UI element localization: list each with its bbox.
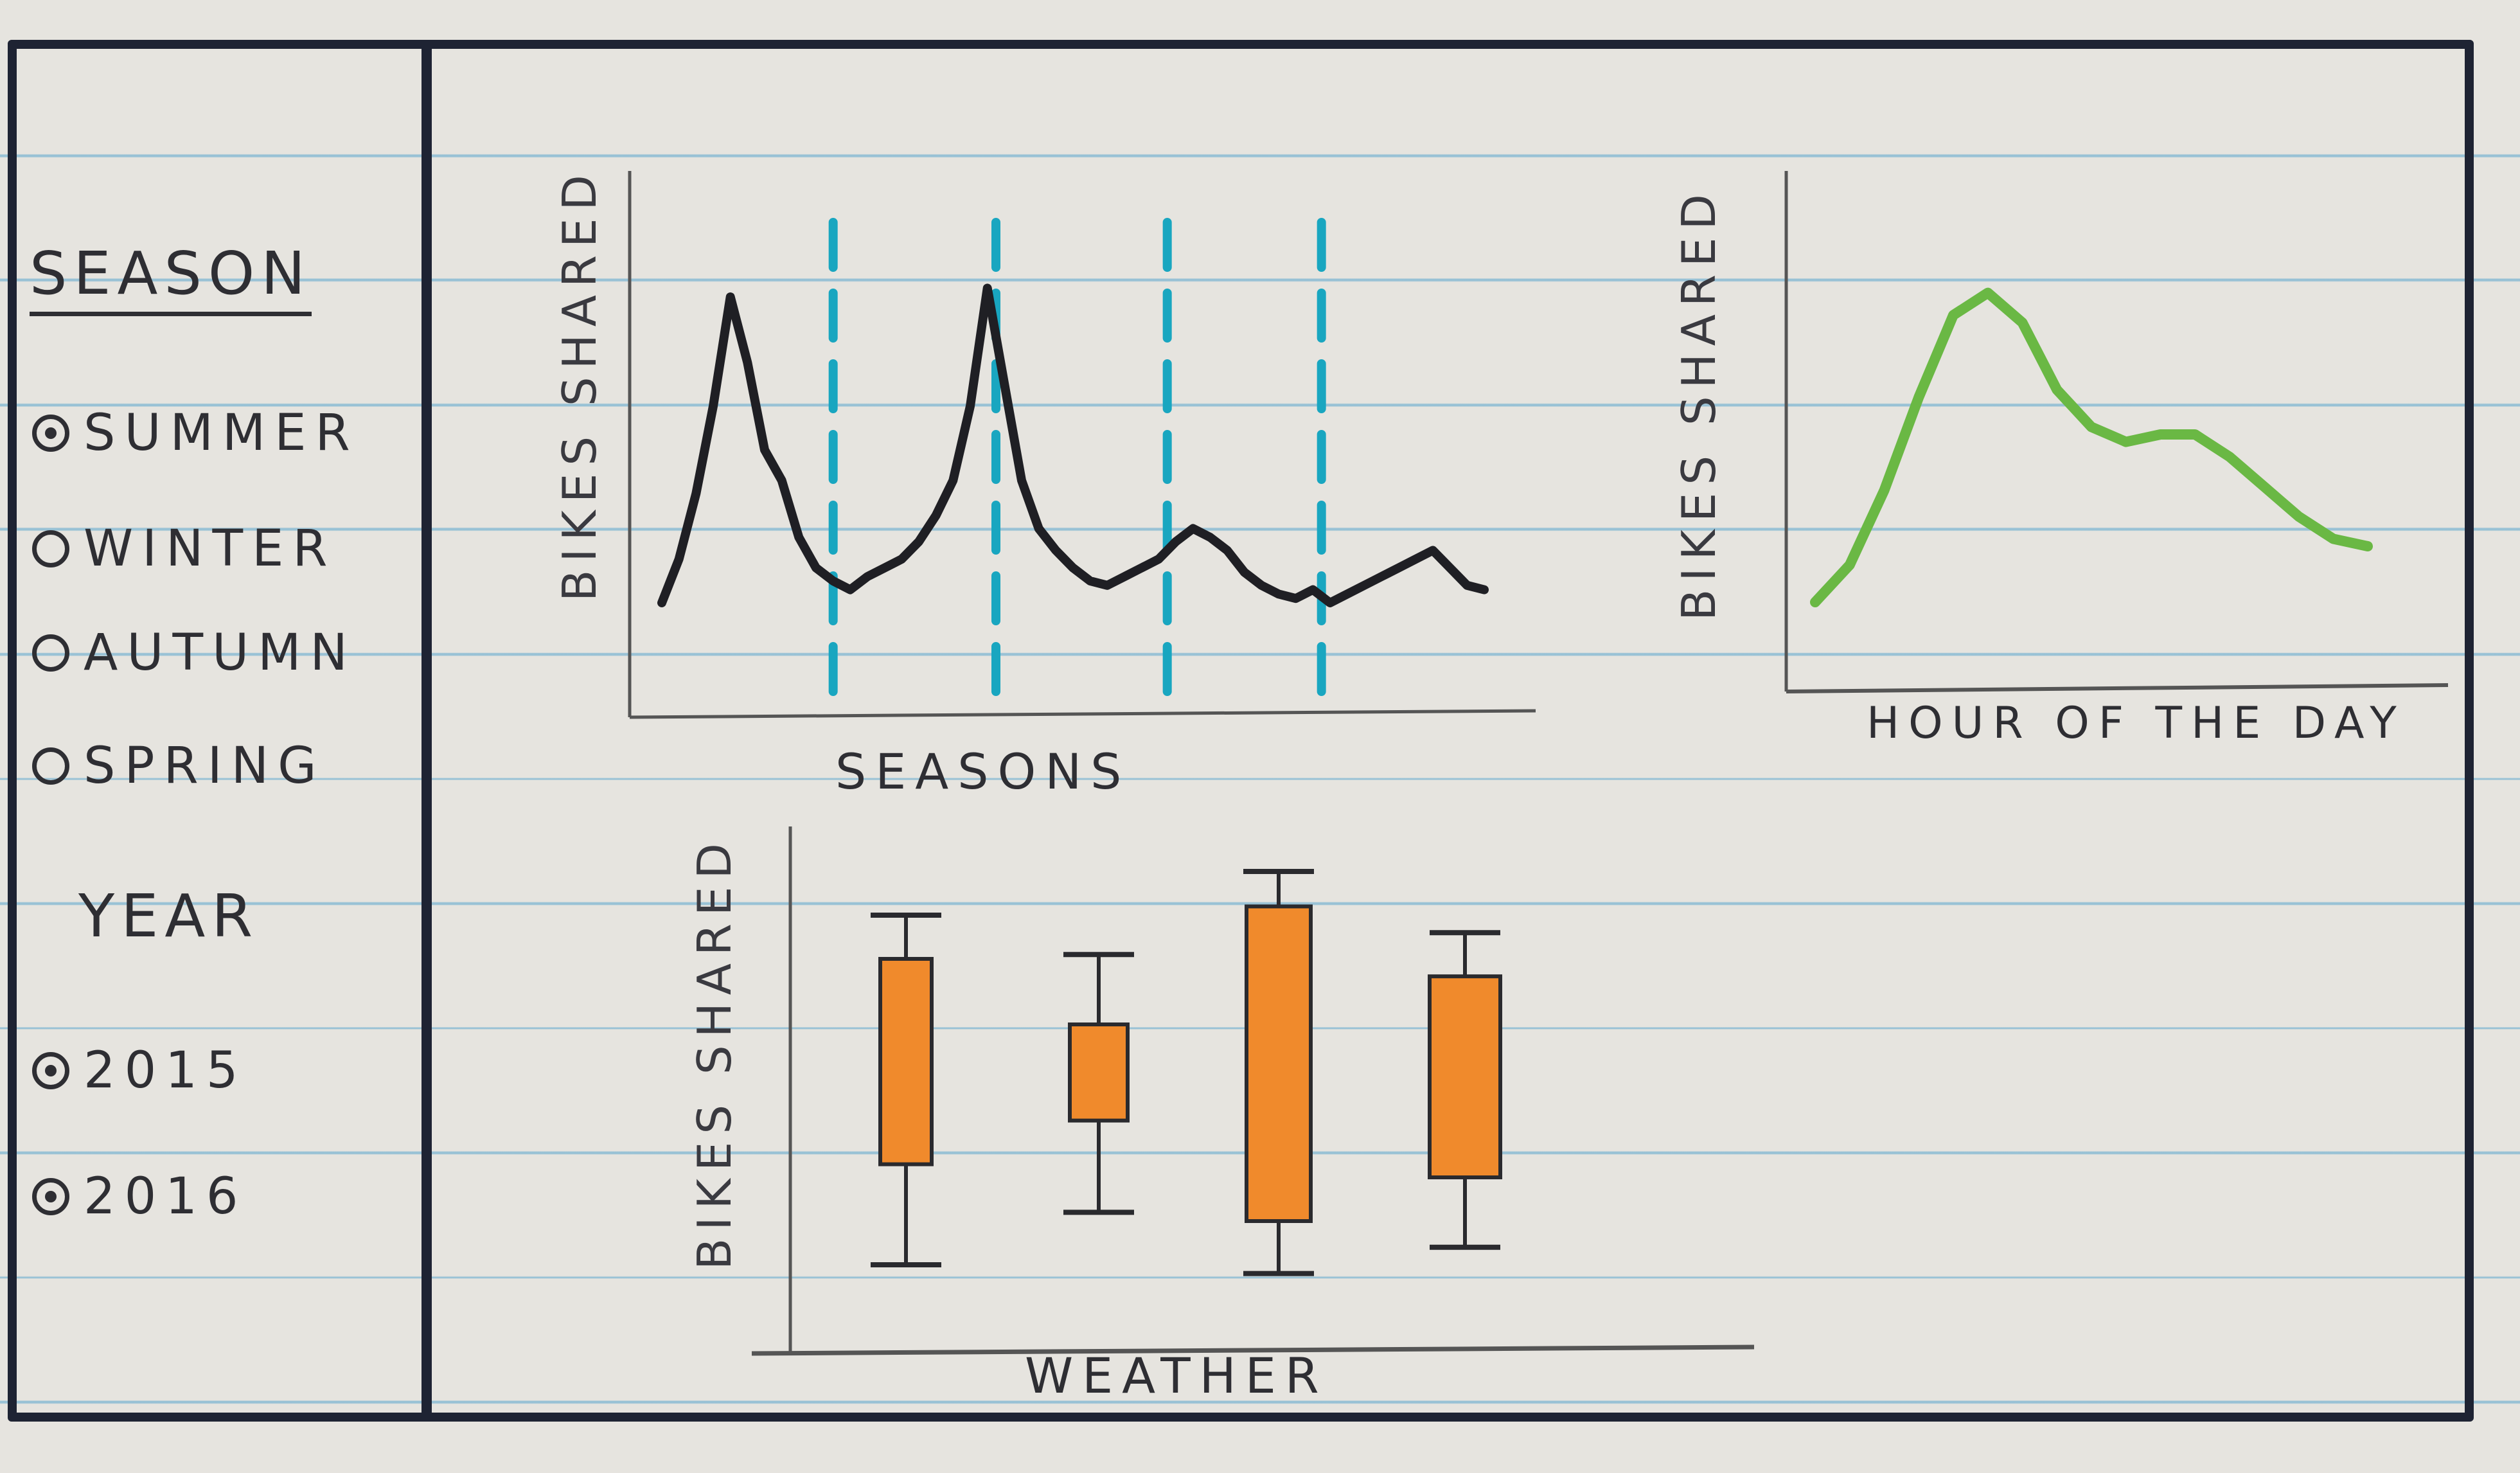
weather-box-2	[1243, 869, 1314, 1276]
weather-chart-x-label: WEATHER	[1025, 1347, 1328, 1404]
weather-box-chart	[751, 826, 1755, 1356]
bikes-by-season-line	[657, 283, 1489, 607]
box-iqr	[1245, 904, 1313, 1224]
year-option-2015[interactable]: 2015	[32, 1032, 247, 1109]
filter-sidebar: SEASON SUMMER WINTER AUTUMN SPRING YEAR …	[17, 49, 432, 1413]
weather-chart-y-label: BIKES SHARED	[688, 835, 741, 1270]
weather-box-3	[1428, 930, 1502, 1250]
radio-selected-dot	[45, 1065, 57, 1076]
box-iqr	[1428, 974, 1502, 1179]
hour-line-chart	[1784, 171, 2449, 693]
weather-box-1	[1063, 952, 1134, 1215]
box-iqr	[878, 957, 934, 1166]
year-option-label: 2016	[84, 1168, 247, 1226]
year-filter-title: YEAR	[78, 882, 260, 951]
season-option-summer[interactable]: SUMMER	[32, 395, 359, 472]
seasons-chart-x-label: SEASONS	[835, 743, 1131, 800]
app-window-frame	[8, 40, 2474, 1422]
radio-selected-dot	[45, 427, 57, 439]
season-filter-title: SEASON	[30, 239, 312, 316]
season-option-label: SUMMER	[84, 404, 359, 462]
year-option-2016[interactable]: 2016	[32, 1158, 247, 1235]
season-option-winter[interactable]: WINTER	[32, 510, 337, 587]
season-option-label: SPRING	[84, 737, 326, 795]
x-axis-line	[629, 709, 1536, 719]
radio-selected-dot	[45, 1191, 57, 1202]
dashboard-main: BIKES SHARED SEASONS BIKES SHARED HOUR O…	[443, 49, 2465, 1413]
season-option-spring[interactable]: SPRING	[32, 728, 326, 805]
season-option-label: WINTER	[84, 520, 337, 578]
seasons-chart-y-label: BIKES SHARED	[553, 167, 607, 602]
radio-icon[interactable]	[32, 1052, 69, 1089]
radio-icon[interactable]	[32, 415, 69, 452]
radio-icon[interactable]	[32, 1178, 69, 1215]
season-option-label: AUTUMN	[84, 624, 357, 682]
season-option-autumn[interactable]: AUTUMN	[32, 614, 357, 692]
x-axis-line	[1786, 683, 2449, 693]
hour-chart-x-label: HOUR OF THE DAY	[1867, 698, 2406, 749]
year-option-label: 2015	[84, 1042, 247, 1100]
box-iqr	[1068, 1022, 1130, 1123]
weather-box-0	[871, 913, 941, 1267]
seasons-line-chart	[628, 171, 1536, 719]
bikes-by-hour-line	[1810, 287, 2373, 607]
radio-icon[interactable]	[32, 747, 69, 785]
hour-chart-y-label: BIKES SHARED	[1672, 186, 1726, 621]
radio-icon[interactable]	[32, 634, 69, 672]
x-axis-line	[751, 1344, 1755, 1356]
radio-icon[interactable]	[32, 530, 69, 567]
